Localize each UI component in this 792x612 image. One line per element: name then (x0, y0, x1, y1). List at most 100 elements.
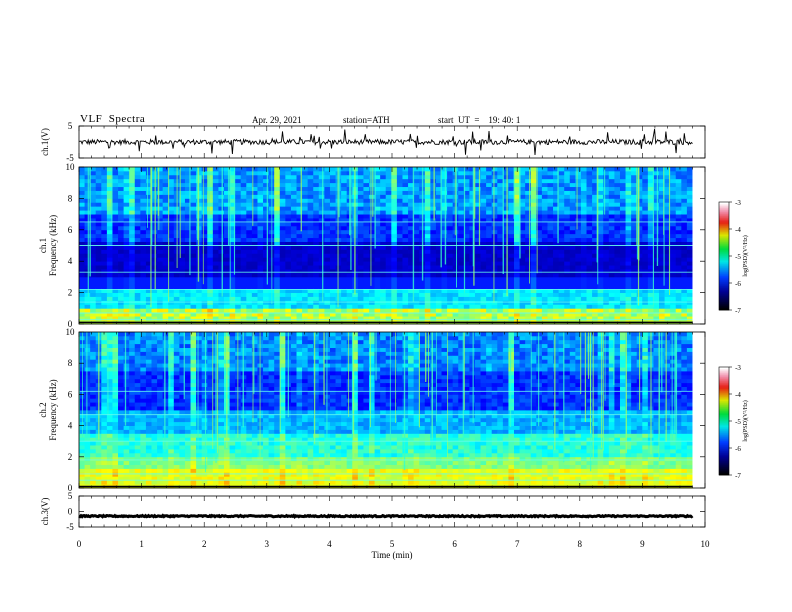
spectrogram-cell (519, 280, 526, 286)
spectrogram-cell (536, 269, 543, 274)
spectrogram-cell (631, 237, 638, 242)
spectrogram-cell (263, 182, 270, 188)
spectrogram-cell (553, 202, 560, 207)
spectrogram-cell (447, 257, 454, 262)
spectrogram-cell (246, 225, 253, 231)
spectrogram-cell (614, 233, 621, 239)
spectrogram-cell (307, 253, 314, 258)
spectrogram-cell (151, 276, 158, 282)
spectrogram-cell (508, 288, 515, 294)
spectrogram-cell (569, 194, 576, 199)
spectrogram-cell (279, 241, 286, 246)
spectrogram-cell (519, 210, 526, 215)
spectrogram-cell (179, 269, 186, 274)
spectrogram-cell (603, 237, 610, 242)
spectrogram-cell (530, 312, 537, 317)
spectrogram-cell (413, 269, 420, 274)
spectrogram-cell (307, 241, 314, 246)
spectrogram-cell (129, 194, 136, 199)
spectrogram-cell (218, 241, 225, 246)
spectrogram-cell (564, 170, 571, 176)
spectrogram-cell (430, 253, 437, 258)
colorbar-swatch (719, 298, 729, 301)
spectrogram-cell (229, 229, 236, 235)
spectrogram-cell (636, 265, 643, 270)
spectrogram-cell (491, 308, 498, 313)
spectrogram-cell (670, 241, 677, 246)
spectrogram-cell (285, 233, 292, 239)
spectrogram-cell (79, 233, 85, 239)
spectrogram-cell (653, 300, 660, 305)
spectrogram-cell (184, 225, 191, 231)
spectrogram-cell (530, 272, 537, 278)
spectrogram-cell (313, 296, 320, 301)
spectrogram-cell (374, 178, 381, 184)
spectrogram-cell (90, 437, 97, 442)
spectrogram-cell (290, 194, 297, 199)
spectrogram-cell (307, 229, 314, 235)
spectrogram-cell (112, 292, 119, 297)
spectrogram-cell (463, 296, 470, 301)
spectrogram-cell (435, 170, 442, 176)
spectrogram-cell (525, 170, 532, 176)
spectrogram-cell (413, 182, 420, 188)
spectrogram-cell (597, 214, 604, 219)
spectrogram-cell (447, 316, 454, 321)
spectrogram-cell (106, 296, 113, 301)
spectrogram-cell (575, 221, 582, 227)
spectrogram-cell (508, 272, 515, 278)
spectrogram-cell (380, 221, 387, 227)
spectrogram-cell (329, 272, 336, 278)
colorbar-swatch (719, 204, 729, 207)
spectrogram-cell (447, 304, 454, 309)
spectrogram-cell (575, 198, 582, 203)
spectrogram-cell (519, 237, 526, 242)
spectrogram-cell (274, 190, 281, 195)
spectrogram-cell (580, 261, 587, 266)
spectrogram-cell (134, 182, 141, 188)
spectrogram-cell (525, 210, 532, 215)
spectrogram-cell (329, 292, 336, 297)
spectrogram-cell (491, 280, 498, 286)
spectrogram-cell (636, 284, 643, 290)
spectrogram-cell (123, 312, 130, 317)
spectrogram-cell (486, 178, 493, 184)
spectrogram-cell (263, 174, 270, 180)
spectrogram-cell (307, 288, 314, 294)
spectrogram-cell (675, 214, 682, 219)
spectrogram-cell (502, 210, 509, 215)
colorbar-swatch (719, 294, 729, 297)
spectrogram-cell (157, 170, 164, 176)
spectrogram-cell (653, 190, 660, 195)
spectrogram-cell (251, 194, 258, 199)
spectrogram-cell (497, 284, 504, 290)
spectrogram-cell (686, 237, 693, 242)
spectrogram-cell (525, 296, 532, 301)
spectrogram-cell (402, 174, 409, 180)
spectrogram-cell (497, 198, 504, 203)
spectrogram-cell (553, 214, 560, 219)
spectrogram-cell (201, 198, 208, 203)
spectrogram-cell (307, 237, 314, 242)
spectrogram-cell (307, 316, 314, 321)
spectrogram-cell (263, 233, 270, 239)
spectrogram-cell (614, 174, 621, 180)
spectrogram-cell (530, 174, 537, 180)
spectrogram-cell (157, 194, 164, 199)
spectrogram-cell (502, 214, 509, 219)
spectrogram-cell (318, 206, 325, 211)
spectrogram-cell (558, 170, 565, 176)
spectrogram-cell (463, 316, 470, 321)
spectrogram-cell (90, 190, 97, 195)
spectrogram-cell (168, 300, 175, 305)
spectrogram-cell (525, 272, 532, 278)
spectrogram-cell (541, 218, 548, 223)
spectrogram-cell (419, 280, 426, 286)
spectrogram-cell (564, 229, 571, 235)
spectrogram-cell (79, 245, 85, 250)
spectrogram-cell (240, 167, 247, 172)
spectrogram-cell (491, 292, 498, 297)
spectrogram-cell (101, 229, 108, 235)
spectrogram-cell (240, 257, 247, 262)
spectrogram-cell (441, 190, 448, 195)
